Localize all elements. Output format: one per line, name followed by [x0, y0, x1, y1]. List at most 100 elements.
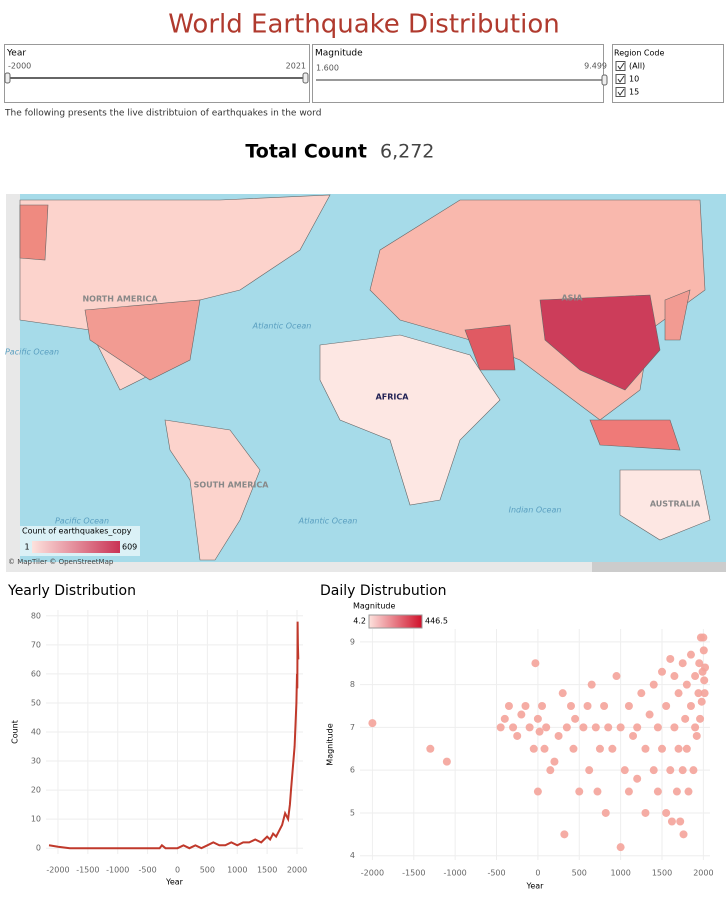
chart-title: Daily Distrubution: [320, 583, 447, 599]
x-axis-label: Year: [526, 882, 545, 891]
point: [601, 808, 610, 817]
x-tick-label: 500: [572, 869, 587, 878]
y-tick-label: 4: [350, 851, 355, 860]
point: [600, 702, 609, 710]
slider-handle[interactable]: [302, 72, 309, 84]
x-tick-label: -500: [487, 869, 505, 878]
point: [674, 689, 683, 698]
point: [697, 697, 706, 706]
continent-label: NORTH AMERICA: [82, 295, 158, 304]
magnitude-filter[interactable]: [312, 44, 604, 103]
x-tick-label: -1500: [76, 866, 99, 875]
ocean-label: Atlantic Ocean: [298, 517, 358, 526]
y-tick-label: 40: [31, 728, 41, 737]
point: [670, 672, 679, 681]
legend-min: 1: [24, 543, 29, 552]
south-america: [164, 419, 261, 561]
point: [670, 723, 679, 732]
x-tick-label: 1000: [610, 869, 630, 878]
x-tick-label: 0: [175, 866, 180, 875]
y-tick-label: 5: [350, 808, 355, 817]
point: [558, 689, 567, 698]
x-tick-label: -500: [139, 866, 157, 875]
point: [681, 714, 690, 723]
y-axis-label: Magnitude: [326, 723, 335, 765]
point: [496, 723, 505, 732]
option-label: 10: [629, 75, 639, 84]
point: [513, 731, 522, 740]
legend-gradient: [368, 614, 423, 629]
summary-label: Total Count: [245, 141, 367, 163]
x-tick-label: 2000: [693, 869, 713, 878]
filter-min: 1.600: [316, 64, 339, 73]
point: [699, 633, 708, 642]
point: [666, 654, 675, 663]
y-tick-label: 50: [31, 698, 41, 707]
x-tick-label: 1000: [227, 866, 247, 875]
point: [538, 702, 547, 710]
point: [662, 702, 671, 710]
x-tick-label: -2000: [46, 866, 69, 875]
point: [583, 702, 592, 710]
point: [700, 676, 709, 685]
y-tick-label: 60: [31, 669, 41, 678]
point: [517, 710, 526, 719]
y-tick-label: 20: [31, 786, 41, 795]
point: [666, 766, 675, 775]
point: [542, 723, 551, 732]
point: [678, 766, 687, 775]
point: [575, 787, 584, 796]
summary-value: 6,272: [380, 141, 434, 163]
x-tick-label: 500: [200, 866, 215, 875]
checkbox[interactable]: [615, 74, 626, 84]
line: [48, 621, 300, 850]
point: [535, 727, 544, 736]
x-tick-label: 1500: [652, 869, 672, 878]
point: [620, 766, 629, 775]
point: [442, 757, 451, 766]
point: [521, 702, 530, 710]
point: [624, 702, 633, 710]
australia: [619, 469, 711, 541]
x-tick-label: 2000: [287, 866, 307, 875]
japan: [664, 289, 691, 341]
point: [500, 714, 509, 723]
filter-label: Region Code: [614, 49, 664, 58]
x-tick-label: -1000: [106, 866, 129, 875]
point: [562, 723, 571, 732]
point: [579, 723, 588, 732]
checkmark: [617, 75, 625, 83]
point: [571, 714, 580, 723]
point: [674, 744, 683, 753]
checkbox[interactable]: [615, 61, 626, 71]
year-filter[interactable]: [4, 44, 310, 103]
point: [682, 680, 691, 689]
indonesia: [589, 419, 681, 451]
point: [686, 702, 695, 710]
scrollbar[interactable]: [592, 562, 726, 572]
point: [699, 646, 708, 655]
legend-min: 4.2: [353, 617, 366, 626]
iran: [464, 324, 516, 371]
point: [679, 830, 688, 839]
slider-handle[interactable]: [601, 74, 608, 86]
slider-handle[interactable]: [4, 72, 11, 84]
filter-max: 9.499: [584, 62, 607, 71]
ocean-label: Pacific Ocean: [5, 348, 59, 357]
point: [637, 689, 646, 698]
title: World Earthquake Distribution: [168, 10, 560, 40]
option-label: 15: [629, 88, 639, 97]
point: [595, 744, 604, 753]
ocean-label: Indian Ocean: [509, 506, 562, 515]
point: [509, 723, 518, 732]
point: [689, 766, 698, 775]
region-filter[interactable]: [612, 44, 724, 103]
x-tick-label: -1000: [444, 869, 467, 878]
point: [554, 731, 563, 740]
point: [616, 843, 625, 852]
filter-min: -2000: [8, 62, 31, 71]
y-tick-label: 7: [350, 723, 355, 732]
checkbox[interactable]: [615, 87, 626, 97]
point: [684, 787, 693, 796]
